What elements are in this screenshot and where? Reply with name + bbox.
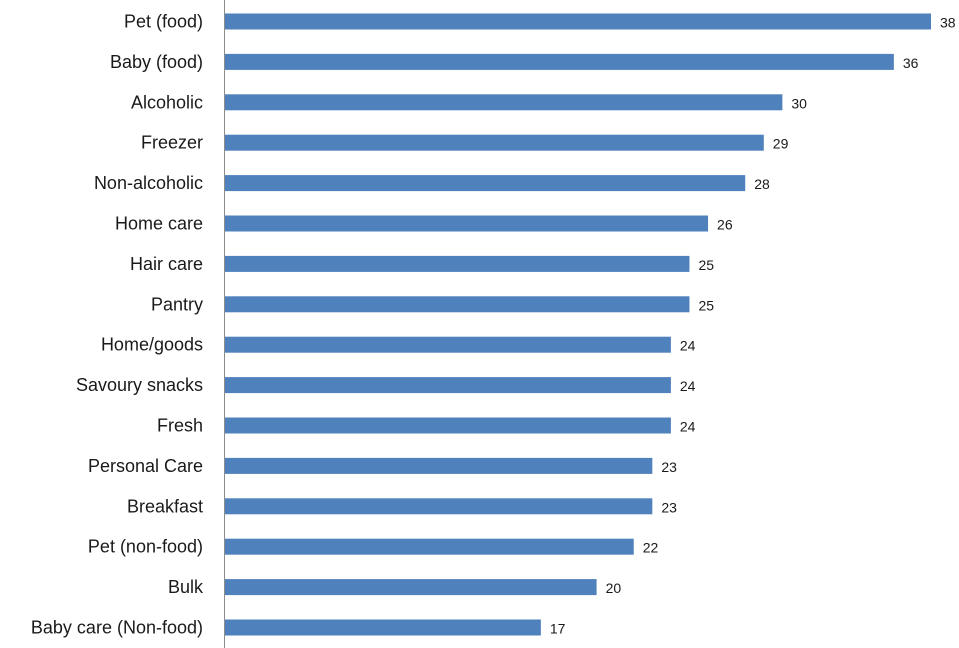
bar — [225, 255, 690, 272]
category-label: Baby (food) — [110, 52, 203, 72]
bar — [225, 457, 653, 474]
value-label: 23 — [661, 459, 677, 475]
category-label: Alcoholic — [131, 92, 203, 112]
value-label: 24 — [680, 378, 696, 394]
category-labels-layer: Pet (food) Baby (food) Alcoholic Freezer Non… — [31, 12, 204, 638]
value-label: 17 — [550, 621, 566, 637]
category-label: Hair care — [130, 254, 203, 274]
value-label: 28 — [754, 176, 770, 192]
category-label: Bulk — [168, 577, 204, 597]
value-label: 24 — [680, 338, 696, 354]
value-label: 25 — [698, 297, 714, 313]
category-label: Breakfast — [127, 496, 203, 516]
value-label: 23 — [661, 499, 677, 515]
bar — [225, 579, 597, 596]
bar — [225, 53, 894, 70]
category-label: Home/goods — [101, 335, 203, 355]
bars-layer — [225, 13, 931, 636]
value-label: 20 — [606, 580, 622, 596]
bar — [225, 498, 653, 515]
category-label: Savoury snacks — [76, 375, 203, 395]
category-label: Non-alcoholic — [94, 173, 203, 193]
value-label: 36 — [903, 55, 919, 71]
value-label: 30 — [791, 95, 807, 111]
category-label: Freezer — [141, 133, 203, 153]
category-label: Personal Care — [88, 456, 203, 476]
value-label: 25 — [698, 257, 714, 273]
bar — [225, 417, 671, 434]
value-label: 22 — [643, 540, 659, 556]
category-label: Baby care (Non-food) — [31, 618, 203, 638]
bar — [225, 538, 634, 555]
bar — [225, 296, 690, 313]
bar — [225, 619, 541, 636]
category-label: Pet (food) — [124, 12, 203, 32]
value-label: 24 — [680, 419, 696, 435]
bar — [225, 336, 671, 353]
bar — [225, 215, 709, 232]
value-labels-layer: 38 36 30 29 28 26 25 25 24 24 24 23 23 22 20 17 — [550, 15, 956, 637]
value-label: 29 — [773, 136, 789, 152]
value-label: 38 — [940, 15, 956, 31]
bar — [225, 94, 783, 111]
category-label: Pantry — [151, 294, 203, 314]
category-label: Pet (non-food) — [88, 537, 203, 557]
bar — [225, 175, 746, 192]
bar — [225, 377, 671, 394]
category-label: Fresh — [157, 416, 203, 436]
category-label: Home care — [115, 214, 203, 234]
bar — [225, 134, 764, 151]
value-label: 26 — [717, 217, 733, 233]
bar — [225, 13, 931, 30]
